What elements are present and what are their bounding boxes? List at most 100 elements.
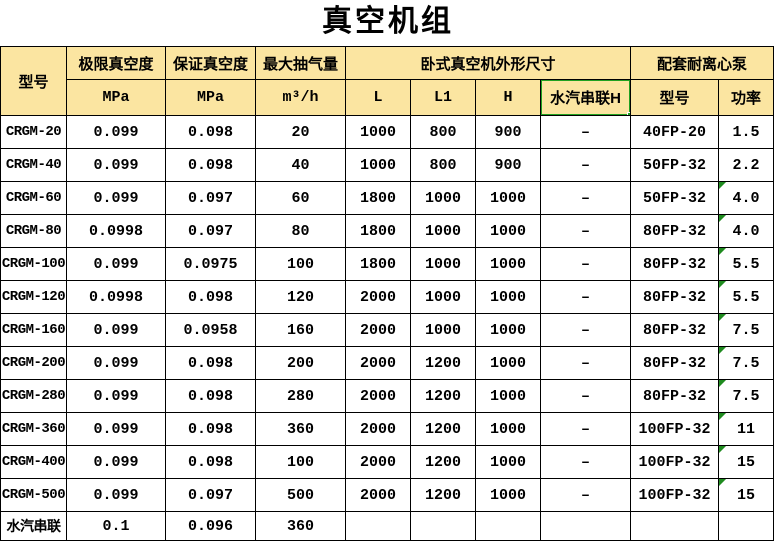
cell-steam[interactable]: –: [539, 412, 632, 446]
cell-guaranteed[interactable]: 0.098: [165, 412, 256, 446]
cell-L[interactable]: 2000: [345, 379, 411, 413]
cell-steam[interactable]: –: [539, 148, 632, 182]
cell-L1[interactable]: 1200: [410, 379, 476, 413]
cell-pump_model[interactable]: 80FP-32: [630, 313, 720, 347]
header-col-h[interactable]: H: [475, 79, 541, 116]
cell-pump_model[interactable]: 80FP-32: [630, 214, 720, 248]
cell-L1[interactable]: 1200: [410, 445, 476, 479]
cell-ultimate[interactable]: 0.099: [66, 181, 166, 215]
cell-power[interactable]: 15: [718, 478, 775, 512]
cell-L1[interactable]: 1200: [410, 478, 476, 512]
cell-L1[interactable]: 1000: [410, 214, 476, 248]
selection-fill-handle-icon[interactable]: [627, 112, 630, 115]
cell-power[interactable]: 7.5: [718, 379, 775, 413]
cell-flow[interactable]: 60: [255, 181, 346, 215]
cell-ultimate[interactable]: 0.0998: [66, 214, 166, 248]
cell-flow[interactable]: 360: [255, 511, 346, 541]
cell-pump_model[interactable]: 80FP-32: [630, 247, 720, 281]
cell-L1[interactable]: 1000: [410, 247, 476, 281]
header-col-l1[interactable]: L1: [410, 79, 476, 116]
cell-guaranteed[interactable]: 0.097: [165, 181, 256, 215]
cell-model[interactable]: CRGM-200: [0, 346, 67, 380]
cell-L1[interactable]: 1200: [410, 346, 476, 380]
cell-guaranteed[interactable]: 0.096: [165, 511, 256, 541]
header-max-pumping[interactable]: 最大抽气量: [255, 46, 346, 80]
cell-L[interactable]: 2000: [345, 280, 411, 314]
cell-guaranteed[interactable]: 0.097: [165, 214, 256, 248]
cell-guaranteed[interactable]: 0.098: [165, 148, 256, 182]
cell-power[interactable]: [718, 511, 775, 541]
cell-L1[interactable]: 1200: [410, 412, 476, 446]
cell-H[interactable]: 900: [475, 148, 541, 182]
cell-pump_model[interactable]: 80FP-32: [630, 346, 720, 380]
cell-guaranteed[interactable]: 0.0958: [165, 313, 256, 347]
cell-power[interactable]: 5.5: [718, 247, 775, 281]
cell-model[interactable]: CRGM-20: [0, 115, 67, 149]
cell-L[interactable]: 2000: [345, 412, 411, 446]
cell-L[interactable]: 1800: [345, 247, 411, 281]
cell-steam[interactable]: –: [539, 181, 632, 215]
cell-model[interactable]: 水汽串联: [0, 511, 67, 541]
cell-flow[interactable]: 360: [255, 412, 346, 446]
cell-model[interactable]: CRGM-40: [0, 148, 67, 182]
cell-power[interactable]: 4.0: [718, 214, 775, 248]
cell-flow[interactable]: 280: [255, 379, 346, 413]
cell-steam[interactable]: –: [539, 478, 632, 512]
cell-steam[interactable]: –: [539, 280, 632, 314]
cell-ultimate[interactable]: 0.099: [66, 445, 166, 479]
cell-flow[interactable]: 500: [255, 478, 346, 512]
cell-steam[interactable]: –: [539, 445, 632, 479]
cell-ultimate[interactable]: 0.099: [66, 115, 166, 149]
cell-guaranteed[interactable]: 0.098: [165, 379, 256, 413]
cell-L1[interactable]: 1000: [410, 181, 476, 215]
cell-H[interactable]: 1000: [475, 313, 541, 347]
cell-L[interactable]: 1000: [345, 115, 411, 149]
cell-ultimate[interactable]: 0.099: [66, 247, 166, 281]
cell-ultimate[interactable]: 0.099: [66, 148, 166, 182]
cell-model[interactable]: CRGM-160: [0, 313, 67, 347]
cell-pump_model[interactable]: 50FP-32: [630, 181, 720, 215]
cell-flow[interactable]: 80: [255, 214, 346, 248]
cell-steam[interactable]: –: [539, 247, 632, 281]
cell-model[interactable]: CRGM-280: [0, 379, 67, 413]
cell-H[interactable]: 1000: [475, 412, 541, 446]
cell-guaranteed[interactable]: 0.098: [165, 280, 256, 314]
cell-model[interactable]: CRGM-80: [0, 214, 67, 248]
cell-guaranteed[interactable]: 0.098: [165, 115, 256, 149]
cell-power[interactable]: 2.2: [718, 148, 775, 182]
header-unit-mpa-1[interactable]: MPa: [66, 79, 166, 116]
cell-H[interactable]: 1000: [475, 214, 541, 248]
cell-H[interactable]: 1000: [475, 478, 541, 512]
cell-pump_model[interactable]: 100FP-32: [630, 478, 720, 512]
cell-power[interactable]: 4.0: [718, 181, 775, 215]
cell-power[interactable]: 5.5: [718, 280, 775, 314]
cell-pump_model[interactable]: 80FP-32: [630, 280, 720, 314]
cell-ultimate[interactable]: 0.099: [66, 478, 166, 512]
cell-H[interactable]: 1000: [475, 280, 541, 314]
cell-flow[interactable]: 20: [255, 115, 346, 149]
cell-L1[interactable]: 800: [410, 115, 476, 149]
cell-H[interactable]: 1000: [475, 181, 541, 215]
cell-ultimate[interactable]: 0.0998: [66, 280, 166, 314]
cell-L[interactable]: 2000: [345, 313, 411, 347]
cell-ultimate[interactable]: 0.099: [66, 379, 166, 413]
cell-H[interactable]: 900: [475, 115, 541, 149]
cell-ultimate[interactable]: 0.099: [66, 412, 166, 446]
cell-L[interactable]: 2000: [345, 445, 411, 479]
cell-guaranteed[interactable]: 0.097: [165, 478, 256, 512]
cell-pump_model[interactable]: 80FP-32: [630, 379, 720, 413]
header-guaranteed-vacuum[interactable]: 保证真空度: [165, 46, 256, 80]
cell-power[interactable]: 7.5: [718, 313, 775, 347]
cell-flow[interactable]: 40: [255, 148, 346, 182]
cell-flow[interactable]: 100: [255, 247, 346, 281]
header-ultimate-vacuum[interactable]: 极限真空度: [66, 46, 166, 80]
cell-L[interactable]: [345, 511, 411, 541]
header-unit-mpa-2[interactable]: MPa: [165, 79, 256, 116]
cell-ultimate[interactable]: 0.099: [66, 313, 166, 347]
cell-guaranteed[interactable]: 0.0975: [165, 247, 256, 281]
cell-L[interactable]: 1800: [345, 181, 411, 215]
cell-power[interactable]: 15: [718, 445, 775, 479]
cell-pump_model[interactable]: [630, 511, 720, 541]
cell-L1[interactable]: [410, 511, 476, 541]
cell-flow[interactable]: 200: [255, 346, 346, 380]
